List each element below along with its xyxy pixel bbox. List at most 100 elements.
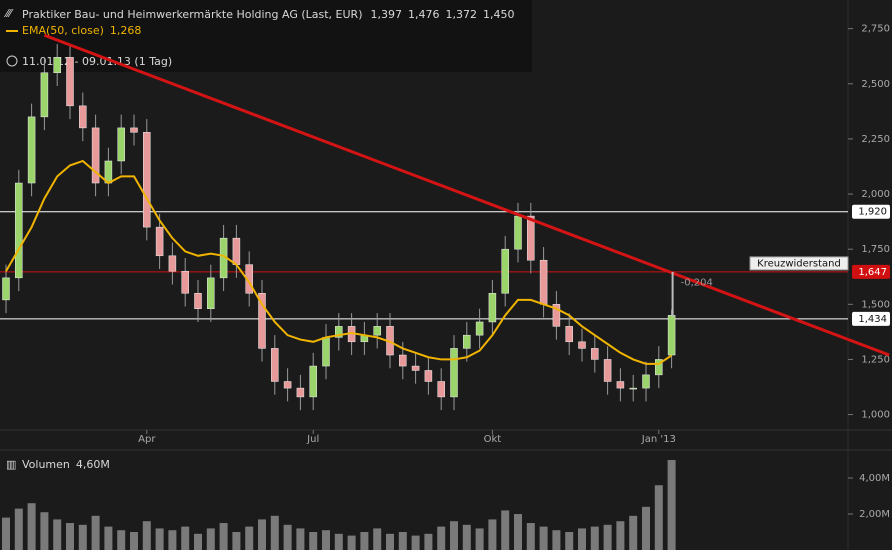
volume-bar [514,514,522,550]
candle-body [591,348,599,360]
volume-bar [206,528,215,550]
volume-bar [104,526,113,550]
candle-body [655,359,663,376]
volume-bar [578,528,586,550]
candle-body [283,381,292,389]
volume-bar [565,532,574,550]
candle-body [335,326,343,338]
volume-bar [386,533,394,550]
candle-body [271,348,279,382]
candle-body [642,374,650,389]
volume-bar [66,523,74,550]
y-tick-label: 4,00M [859,473,890,484]
volume-bar [462,524,471,550]
volume-bar [373,528,382,550]
volume-bar [53,519,62,550]
volume-bar [411,535,420,550]
level-label: 1,434 [858,314,887,325]
candle-body [296,387,305,398]
volume-bar [78,524,87,550]
header-value: 1,372 [445,8,477,21]
volume-bar [590,526,599,550]
y-tick-label: 1,000 [861,410,890,421]
header-value: 1,450 [483,8,515,21]
volume-bar [283,524,292,550]
volume-bar [181,526,190,550]
volume-bar [322,530,330,550]
candle-body [399,354,407,367]
y-tick-label: 2,500 [861,79,890,90]
volume-title: Volumen [22,458,70,471]
volume-bar [642,506,650,550]
candle-body [463,334,471,349]
candle-body [207,277,215,309]
volume-bar [142,521,151,550]
legend-label: EMA(50, close) [22,24,104,37]
candle-body [2,277,10,301]
volume-bar [437,526,446,550]
header-panel [0,0,532,72]
volume-bar [130,532,138,550]
icon: ⁄⁄⁄ [3,7,14,20]
candle-body [475,321,484,336]
candle-body [168,255,177,272]
trendline [43,33,890,357]
clock-icon [6,55,18,67]
candle-body [616,381,625,389]
candle-body [15,182,23,279]
volume-bar [539,526,548,550]
volume-bar [219,523,228,550]
header-value: 1,476 [408,8,440,21]
volume-bar [603,524,612,550]
candle-body [155,226,164,257]
volume-bar [245,526,254,550]
header-value: 1,397 [370,8,402,21]
candle-body [322,337,330,367]
candle-body [232,237,241,265]
volume-bar [654,485,663,550]
x-tick-label: Jan '13 [641,434,676,445]
volume-bar [14,508,23,550]
candle-body [91,127,100,184]
volume-bar [27,503,36,550]
volume-bar [526,523,535,550]
volume-value: 4,60M [76,458,110,471]
level-label-box [852,204,890,219]
x-tick-label: Jul [306,434,319,445]
y-tick-label: 2,000 [861,189,890,200]
y-tick-label: 2,00M [859,509,890,520]
volume-bar [270,515,279,550]
candle-body [194,293,202,309]
volume-bar [232,532,241,550]
volume-bar [398,532,407,550]
candle-body [629,387,637,390]
volume-bar [168,530,177,550]
candle-body [488,293,497,323]
candle-body [552,304,561,327]
candle-body [27,116,36,184]
level-label-box [852,311,890,326]
volume-bar [296,528,305,550]
y-tick-label: 1,500 [861,299,890,310]
volume-bar [501,510,510,550]
volume-bar [475,528,484,550]
x-tick-label: Okt [484,434,502,445]
candle-body [539,259,548,305]
volume-bar [347,535,356,550]
candle-body [424,370,433,382]
volume-bar [629,515,638,550]
candle-body [53,57,61,74]
candle-body [578,341,586,349]
candle-body [514,215,522,250]
volume-bar [667,460,676,550]
volume-bar [258,519,266,550]
y-tick-label: 1,750 [861,244,890,255]
candle-body [79,105,87,129]
level-label: 1,920 [858,207,887,218]
ema-line [5,159,673,365]
candle-body [309,365,317,398]
level-label-box [852,264,890,279]
candle-body [411,365,420,371]
volume-bar [488,519,497,550]
